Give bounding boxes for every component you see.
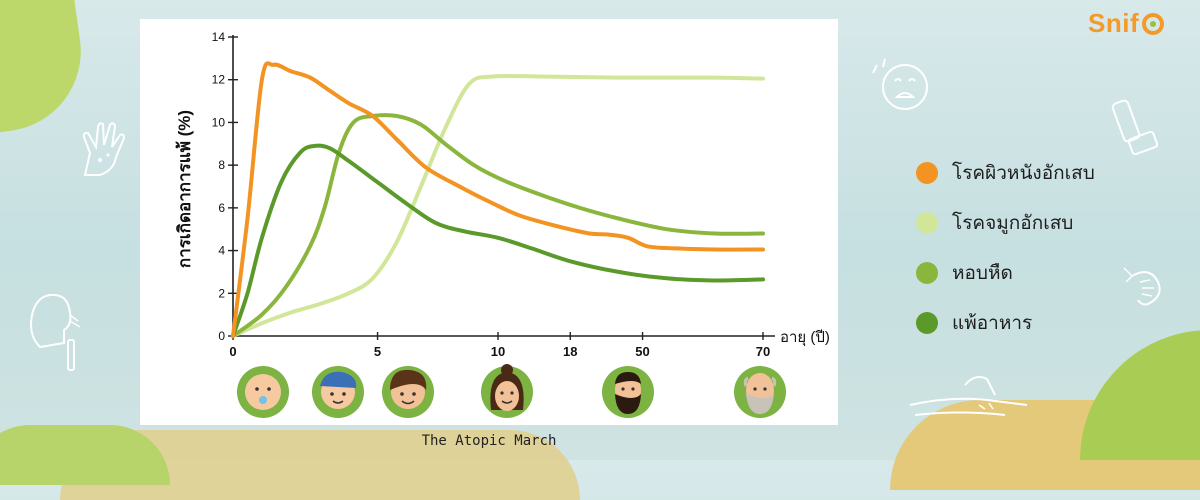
brand-logo: Snif	[1088, 8, 1165, 39]
chart-panel: 0 2 4 6 8 10 12 14 0 5 10 18 50 70 การเกิดอาการแพ้ (%…	[140, 19, 838, 425]
shrimp-icon	[1123, 267, 1161, 306]
hand-rash-icon	[82, 122, 126, 176]
legend-swatch	[916, 262, 938, 284]
logo-mark-icon	[1142, 12, 1165, 35]
legend-label: โรคผิวหนังอักเสบ	[952, 163, 1095, 184]
x-tick-label: 18	[563, 344, 577, 359]
legend-item-food-allergy: แพ้อาหาร	[916, 298, 1156, 348]
series-line-3	[231, 143, 765, 338]
legend-item-atopic-dermatitis: โรคผิวหนังอักเสบ	[916, 148, 1156, 198]
arm-scratch-icon	[909, 376, 1028, 416]
y-tick-label: 12	[212, 73, 226, 87]
series-line-2	[231, 113, 765, 338]
x-tick-label: 50	[635, 344, 649, 359]
allergy-age-line-chart: 0 2 4 6 8 10 12 14 0 5 10 18 50 70 การเกิดอาการแพ้ (%…	[175, 30, 830, 418]
chart-caption: The Atopic March	[421, 433, 557, 449]
background-wave-bottom-right-green	[1080, 330, 1200, 460]
inhaler-icon	[1111, 99, 1159, 156]
legend-item-asthma: หอบหืด	[916, 248, 1156, 298]
chart-legend: โรคผิวหนังอักเสบ โรคจมูกอักเสบ หอบหืด แพ…	[916, 148, 1156, 348]
y-tick-label: 4	[218, 244, 225, 258]
legend-swatch	[916, 312, 938, 334]
y-tick-label: 8	[218, 158, 225, 172]
elderly-man-face-icon	[734, 366, 786, 418]
woman-face-icon	[481, 364, 533, 418]
y-tick-label: 2	[218, 286, 225, 300]
y-tick-label: 14	[212, 30, 226, 44]
series-line-0	[231, 61, 765, 338]
legend-item-rhinitis: โรคจมูกอักเสบ	[916, 198, 1156, 248]
baby-face-icon	[237, 366, 289, 418]
x-tick-label: 5	[374, 344, 381, 359]
legend-swatch	[916, 162, 938, 184]
legend-label: แพ้อาหาร	[952, 313, 1033, 334]
x-tick-label: 0	[229, 344, 236, 359]
child-face-icon	[312, 366, 364, 418]
x-tick-label: 70	[756, 344, 770, 359]
teen-face-icon	[382, 366, 434, 418]
bearded-man-face-icon	[602, 366, 654, 418]
y-tick-label: 0	[218, 329, 225, 343]
legend-label: หอบหืด	[952, 263, 1013, 284]
logo-text: Snif	[1088, 8, 1140, 38]
crying-face-icon	[872, 58, 928, 110]
legend-swatch	[916, 212, 938, 234]
y-axis-label: การเกิดอาการแพ้ (%)	[175, 110, 194, 268]
legend-label: โรคจมูกอักเสบ	[952, 213, 1074, 234]
x-tick-label: 10	[491, 344, 505, 359]
sneezing-person-icon	[30, 293, 81, 371]
x-axis-label: อายุ (ปี)	[780, 329, 830, 347]
y-tick-label: 6	[218, 201, 225, 215]
series-line-1	[231, 73, 765, 338]
y-tick-label: 10	[212, 115, 226, 129]
